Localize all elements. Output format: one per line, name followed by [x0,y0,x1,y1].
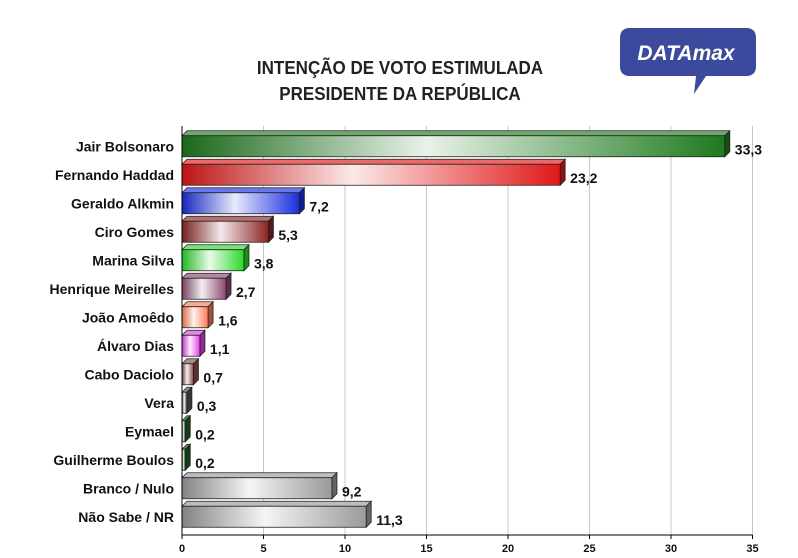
value-label: 23,2 [570,170,597,186]
bar-side-face [184,414,191,443]
bar-front-face [181,363,194,386]
category-label: Ciro Gomes [95,224,175,240]
value-label: 0,3 [197,398,217,414]
value-label: 5,3 [278,227,298,243]
value-label: 0,2 [195,426,215,442]
x-tick-label: 30 [665,543,677,555]
bar-12 [181,471,338,500]
bars [181,129,731,529]
bar-front-face [181,277,227,300]
bar-front-face [181,391,188,414]
category-labels: Jair Bolsonaro Fernando Haddad Geraldo Alk… [50,138,175,525]
category-label: João Amoêdo [82,309,174,325]
bar-6 [181,300,215,329]
bar-front-face [181,135,726,158]
bar-side-face [559,158,566,187]
bar-0 [181,129,731,158]
bar-front-face [181,306,209,329]
x-tick-label: 15 [420,543,432,555]
category-label: Guilherme Boulos [53,452,174,468]
bar-top-face [181,244,250,251]
value-label: 0,7 [203,369,223,385]
bar-front-face [181,505,367,528]
value-label: 7,2 [309,198,329,214]
bar-front-face [181,334,201,357]
x-tick-labels: 0 5 10 15 20 25 30 35 [179,543,759,555]
bar-10 [181,414,192,443]
logo-text: DATAmax [637,42,736,65]
bar-top-face [181,130,731,137]
category-label: Eymael [125,423,174,439]
value-label: 3,8 [254,255,274,271]
bar-top-face [181,158,567,165]
bar-side-face [193,357,199,386]
bar-7 [181,329,206,358]
bar-side-face [331,471,338,500]
bar-side-face [365,500,372,529]
bar-3 [181,215,275,244]
category-label: Fernando Haddad [55,167,174,183]
bar-front-face [181,163,561,186]
category-label: Jair Bolsonaro [76,138,174,154]
bar-side-face [243,243,250,272]
x-tick-label: 5 [260,543,266,555]
bar-9 [181,386,193,415]
value-labels: 33,3 23,2 7,2 5,33,8 2,7 1,6 1,1 0,7 0,3 0,2 0,2 9,… [195,141,762,528]
bar-2 [181,186,306,215]
category-label: Cabo Daciolo [85,366,174,382]
value-label: 2,7 [236,284,256,300]
bar-side-face [225,272,232,301]
category-label: Henrique Meirelles [50,281,175,297]
x-tick-label: 0 [179,543,185,555]
category-label: Marina Silva [92,252,174,268]
bar-top-face [181,472,338,479]
axes [181,126,753,539]
x-tick-label: 20 [502,543,514,555]
bar-side-face [298,186,305,215]
bar-side-face [186,386,193,415]
value-label: 9,2 [342,483,362,499]
category-label: Vera [144,395,174,411]
bar-side-face [267,215,274,244]
bar-top-face [181,272,232,279]
chart-title-line1: INTENÇÃO DE VOTO ESTIMULADA [256,57,544,78]
bar-side-face [199,329,206,358]
bar-4 [181,243,250,272]
x-tick-label: 35 [746,543,758,555]
bar-1 [181,158,567,187]
bar-top-face [181,215,275,222]
category-label: Não Sabe / NR [78,509,174,525]
chart-title-line2: PRESIDENTE DA REPÚBLICA [279,83,521,104]
bar-13 [181,500,373,529]
value-label: 0,2 [195,455,215,471]
category-label: Geraldo Alkmin [71,195,174,211]
value-label: 1,1 [210,341,230,357]
logo-speech-bubble [620,28,756,94]
value-label: 33,3 [735,141,762,157]
datamax-logo: DATAmax [620,28,756,94]
chart-title: INTENÇÃO DE VOTO ESTIMULADA PRESIDENTE D… [150,55,650,107]
bar-front-face [181,220,269,243]
category-label: Branco / Nulo [83,480,174,496]
bar-front-face [181,477,333,500]
category-label: Álvaro Dias [97,338,174,354]
bar-8 [181,357,200,386]
bar-11 [181,443,192,472]
bar-side-face [207,300,214,329]
bar-side-face [184,443,191,472]
bar-top-face [181,187,306,194]
x-tick-label: 25 [583,543,595,555]
bar-front-face [181,192,300,215]
x-tick-label: 10 [339,543,351,555]
value-label: 1,6 [218,312,238,328]
bar-top-face [181,500,373,507]
bar-side-face [724,129,731,158]
value-label: 11,3 [376,512,403,528]
bar-5 [181,272,232,301]
bar-front-face [181,249,245,272]
